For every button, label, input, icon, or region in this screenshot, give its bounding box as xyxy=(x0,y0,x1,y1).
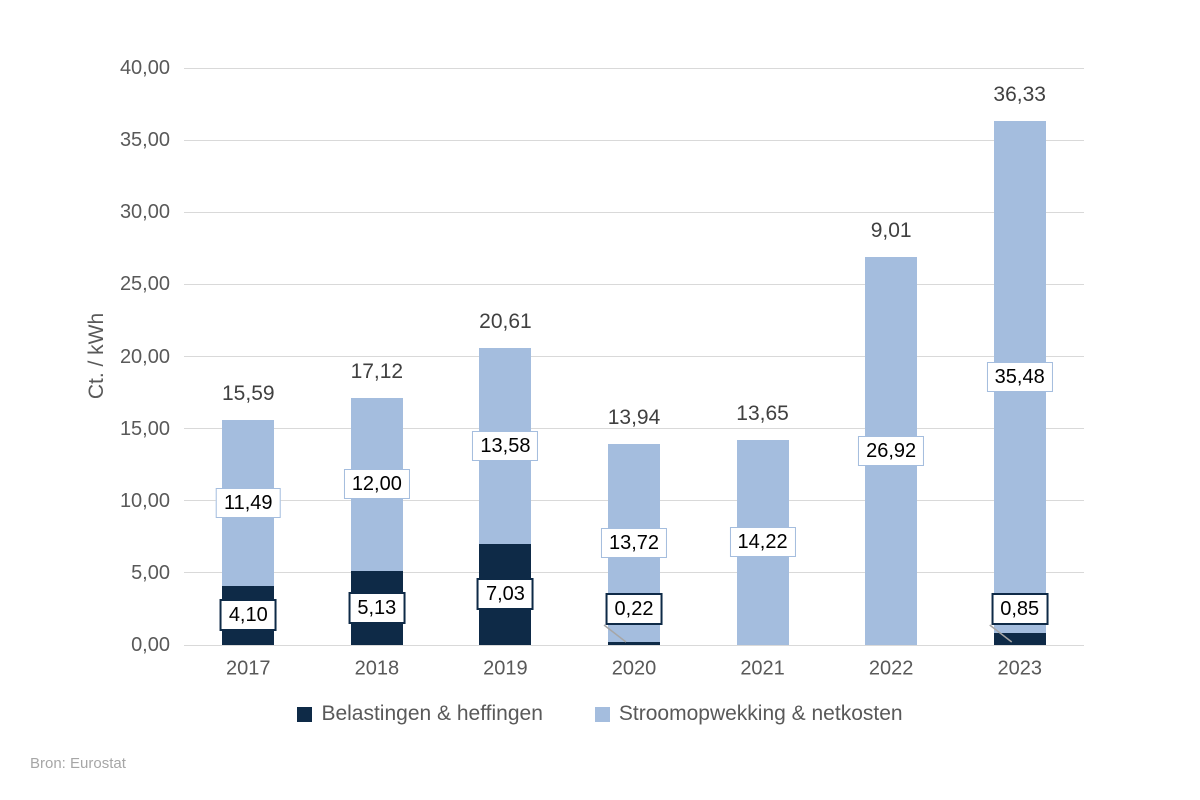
y-axis-tick-label: 35,00 xyxy=(119,129,170,152)
y-axis-tick-label: 20,00 xyxy=(119,345,170,368)
bar-segment-taxes xyxy=(993,632,1046,645)
y-axis-tick-label: 25,00 xyxy=(119,273,170,296)
y-axis-tick-label: 0,00 xyxy=(131,634,170,656)
x-axis-label: 2018 xyxy=(354,657,400,680)
total-label: 20,61 xyxy=(479,309,532,333)
value-label-taxes: 5,13 xyxy=(348,591,406,624)
gridline xyxy=(184,211,1084,213)
x-axis-label: 2021 xyxy=(740,657,785,680)
value-label-generation: 35,48 xyxy=(986,361,1053,392)
value-label-taxes: 0,22 xyxy=(605,593,663,625)
total-label: 17,12 xyxy=(350,359,404,383)
gridline xyxy=(184,428,1084,430)
gridline xyxy=(184,356,1084,357)
value-label-taxes: 0,85 xyxy=(991,593,1049,625)
legend-item-generation: Stroomopwekking & netkosten xyxy=(594,702,903,726)
source-note: Bron: Eurostat xyxy=(30,755,126,772)
value-label-taxes: 7,03 xyxy=(476,578,534,611)
gridline xyxy=(184,644,1084,646)
value-label-generation: 11,49 xyxy=(215,487,281,518)
legend-item-taxes: Belastingen & heffingen xyxy=(297,702,543,726)
x-axis-label: 2022 xyxy=(868,657,914,680)
legend-swatch-generation xyxy=(594,706,610,722)
x-axis-label: 2020 xyxy=(611,657,657,680)
y-axis-tick-label: 5,00 xyxy=(131,561,170,584)
value-label-generation: 13,58 xyxy=(472,430,539,461)
total-label: 9,01 xyxy=(870,218,912,242)
gridline xyxy=(184,67,1084,69)
x-axis-label: 2017 xyxy=(226,657,271,680)
value-label-generation: 26,92 xyxy=(858,435,925,466)
value-label-generation: 14,22 xyxy=(729,527,796,558)
x-axis-label: 2019 xyxy=(483,657,528,680)
total-label: 15,59 xyxy=(222,382,275,406)
legend-label-generation: Stroomopwekking & netkosten xyxy=(618,702,903,725)
legend-label-taxes: Belastingen & heffingen xyxy=(321,702,543,725)
y-axis-tick-label: 15,00 xyxy=(119,417,170,440)
bar-segment-taxes xyxy=(608,641,660,645)
y-axis-tick-label: 10,00 xyxy=(119,489,170,512)
value-label-generation: 13,72 xyxy=(600,527,668,558)
x-axis-label: 2023 xyxy=(997,657,1042,680)
gridline xyxy=(184,139,1084,141)
total-label: 13,65 xyxy=(736,401,789,425)
total-label: 13,94 xyxy=(607,405,661,429)
gridline xyxy=(184,283,1084,285)
value-label-taxes: 4,10 xyxy=(219,599,277,632)
legend-swatch-taxes xyxy=(297,706,313,722)
total-label: 36,33 xyxy=(993,82,1046,106)
y-axis-tick-label: 40,00 xyxy=(119,57,170,79)
legend: Belastingen & heffingen Stroomopwekking … xyxy=(0,698,1200,730)
y-axis-tick-label: 30,00 xyxy=(119,201,170,224)
value-label-generation: 12,00 xyxy=(343,469,410,500)
